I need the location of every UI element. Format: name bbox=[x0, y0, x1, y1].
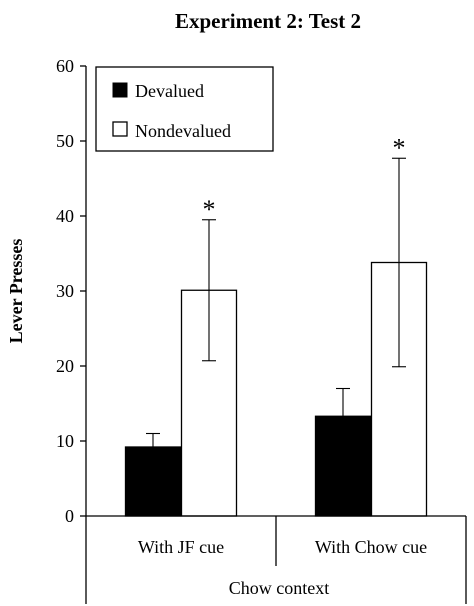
x-category-label: With Chow cue bbox=[315, 537, 427, 557]
error-bars-group bbox=[146, 157, 406, 462]
y-tick-label: 20 bbox=[56, 356, 74, 376]
x-axis: With JF cue With Chow cue bbox=[85, 515, 467, 604]
legend-swatch-devalued bbox=[112, 82, 128, 98]
y-tick-label: 10 bbox=[56, 431, 74, 451]
y-tick-label: 50 bbox=[56, 131, 74, 151]
bar-nondevalued-1 bbox=[370, 261, 428, 517]
bars-group bbox=[124, 261, 428, 517]
significance-asterisk: * bbox=[203, 195, 216, 224]
x-category-label: With JF cue bbox=[138, 537, 224, 557]
chart-title: Experiment 2: Test 2 bbox=[175, 9, 361, 33]
y-tick-label: 0 bbox=[65, 506, 74, 526]
y-tick-label: 30 bbox=[56, 281, 74, 301]
significance-asterisk: * bbox=[393, 133, 406, 162]
legend-box bbox=[95, 66, 274, 152]
legend-label-devalued: Devalued bbox=[135, 81, 204, 101]
y-axis: 0 10 20 30 40 50 60 bbox=[56, 56, 87, 526]
y-axis-label: Lever Presses bbox=[6, 239, 26, 344]
legend: Devalued Nondevalued bbox=[95, 66, 274, 152]
significance-markers: ** bbox=[203, 133, 406, 224]
x-axis-group-label: Chow context bbox=[229, 578, 330, 598]
legend-label-nondevalued: Nondevalued bbox=[135, 121, 231, 141]
y-tick-label: 60 bbox=[56, 56, 74, 76]
y-tick-label: 40 bbox=[56, 206, 74, 226]
legend-swatch-nondevalued bbox=[112, 121, 128, 137]
